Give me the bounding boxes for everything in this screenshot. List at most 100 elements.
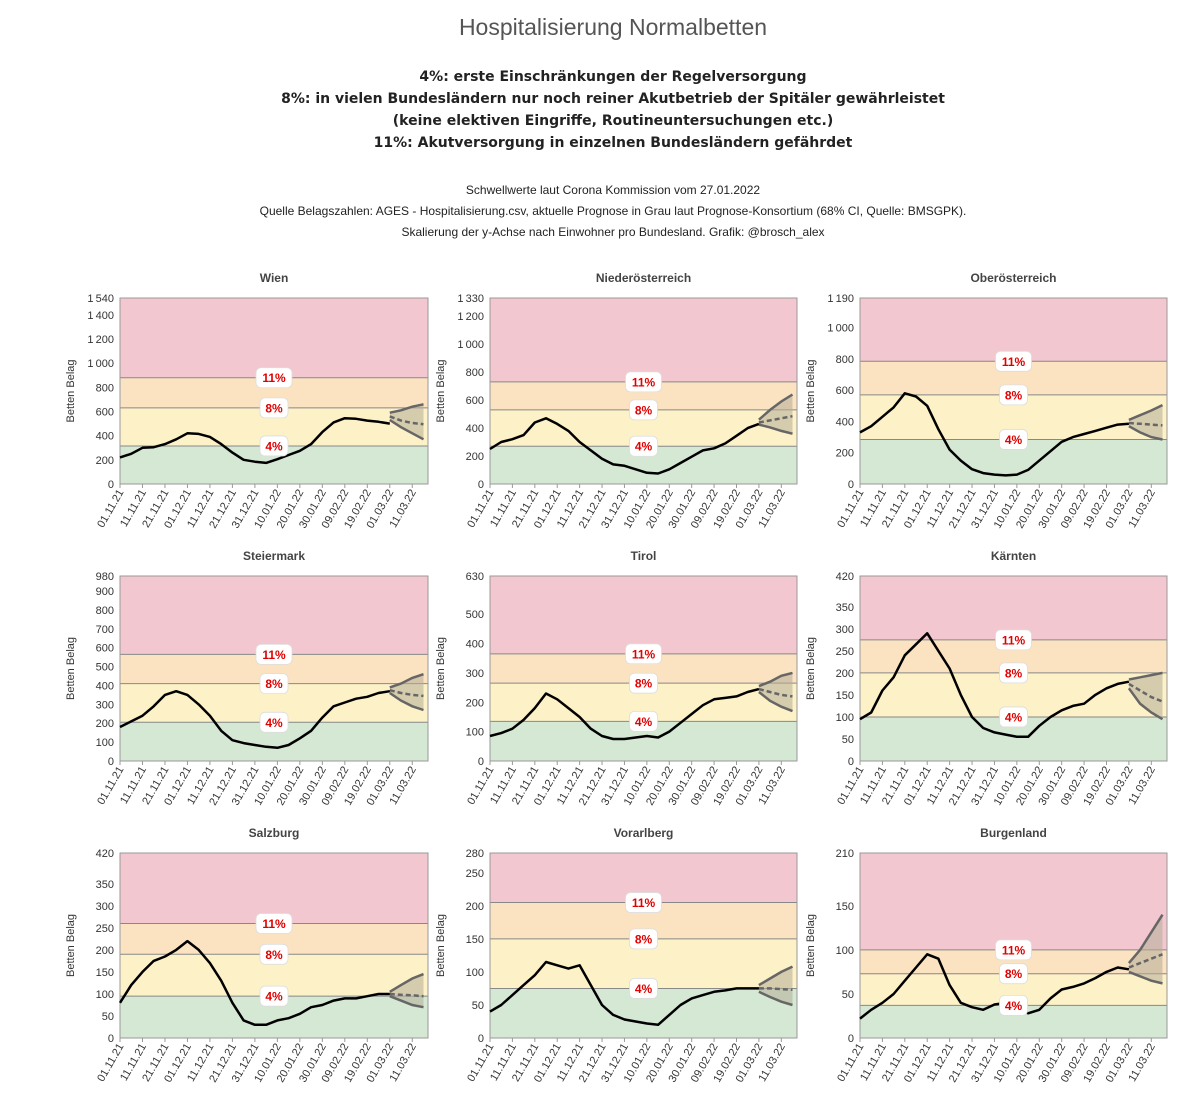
y-tick-label: 0: [848, 479, 854, 491]
panel-title: Steiermark: [243, 549, 305, 563]
forecast-band: [1128, 405, 1163, 440]
y-tick-label: 200: [836, 668, 854, 680]
note-line: (keine elektiven Eingriffe, Routineunter…: [392, 113, 834, 129]
forecast-bound-line: [758, 423, 793, 435]
y-tick-label: 0: [108, 756, 114, 768]
y-tick-label: 400: [466, 639, 484, 651]
threshold-label: 11%: [262, 648, 286, 662]
threshold-label: 4%: [1005, 710, 1023, 724]
forecast-mid-line: [758, 414, 793, 424]
forecast-bound-line: [1128, 425, 1163, 441]
y-tick-label: 0: [848, 756, 854, 768]
threshold-label: 8%: [265, 948, 283, 962]
forecast-mid-line: [758, 687, 793, 698]
threshold-zone: [860, 949, 1167, 974]
y-tick-label: 200: [466, 697, 484, 709]
threshold-zone: [860, 576, 1167, 640]
forecast-bound-line: [389, 673, 424, 689]
y-tick-label: 350: [96, 879, 114, 891]
y-tick-label: 50: [842, 989, 854, 1001]
y-axis-label: Betten Belag: [65, 360, 77, 423]
forecast-bound-line: [758, 691, 793, 713]
threshold-notes: 4%: erste Einschränkungen der Regelverso…: [0, 66, 1200, 154]
threshold-badge: [629, 710, 658, 732]
y-tick-label: 1 400: [87, 310, 114, 322]
plot-frame: [119, 852, 429, 1039]
threshold-label: 8%: [265, 677, 283, 691]
threshold-badge: [625, 892, 662, 913]
y-tick-label: 150: [836, 690, 854, 702]
y-tick-label: 100: [466, 967, 484, 979]
forecast-bound-line: [758, 393, 794, 421]
threshold-zone: [120, 298, 428, 378]
forecast-mid-line: [1128, 682, 1163, 703]
y-tick-label: 250: [96, 923, 114, 935]
y-tick-label: 280: [466, 848, 484, 860]
forecast-mid-line: [389, 992, 424, 998]
threshold-label: 4%: [265, 716, 283, 730]
threshold-badge: [259, 673, 289, 695]
plot-frame: [859, 575, 1168, 762]
forecast-band: [389, 674, 424, 710]
panel-title: Salzburg: [249, 826, 300, 840]
y-tick-label: 420: [96, 848, 114, 860]
threshold-label: 11%: [262, 917, 286, 931]
y-tick-label: 700: [96, 624, 114, 636]
chart-panel: Steiermark 0 100 200 300 400 500 600 700 800 900 98…: [65, 549, 429, 808]
threshold-label: 4%: [265, 990, 283, 1004]
plot-frame: [119, 575, 429, 762]
threshold-label: 8%: [635, 932, 653, 946]
y-tick-label: 600: [96, 643, 114, 655]
plot-frame: [859, 297, 1168, 485]
y-tick-label: 1 000: [827, 323, 854, 335]
threshold-label: 4%: [1005, 433, 1023, 447]
y-tick-label: 200: [96, 718, 114, 730]
y-tick-label: 250: [836, 646, 854, 658]
forecast-mid-line: [1128, 953, 1163, 969]
y-tick-label: 600: [466, 395, 484, 407]
y-tick-label: 150: [836, 901, 854, 913]
forecast-mid-line: [389, 688, 424, 698]
y-tick-label: 0: [478, 756, 484, 768]
panel-title: Niederösterreich: [596, 271, 691, 285]
y-tick-label: 100: [466, 727, 484, 739]
forecast-bound-line: [389, 995, 424, 1009]
threshold-zone: [490, 576, 797, 654]
y-tick-label: 50: [472, 1000, 484, 1012]
threshold-label: 8%: [635, 403, 653, 417]
source-line: Skalierung der y-Achse nach Einwohner pr…: [401, 225, 825, 239]
threshold-badge: [255, 913, 293, 934]
y-tick-label: 1 540: [87, 293, 114, 305]
forecast-bound-line: [1128, 403, 1164, 422]
threshold-label: 11%: [632, 896, 656, 910]
y-tick-label: 200: [96, 455, 114, 467]
occupancy-line: [118, 939, 390, 1027]
forecast-bound-line: [1128, 671, 1163, 681]
y-tick-label: 0: [478, 479, 484, 491]
panel-title: Oberösterreich: [970, 271, 1056, 285]
panel-title: Kärnten: [991, 549, 1036, 563]
y-tick-label: 1 190: [827, 293, 854, 305]
y-tick-label: 200: [96, 945, 114, 957]
threshold-badge: [995, 629, 1032, 651]
y-tick-label: 800: [466, 367, 484, 379]
y-tick-label: 0: [478, 1033, 484, 1045]
threshold-badge: [629, 978, 658, 999]
y-tick-label: 300: [96, 699, 114, 711]
y-tick-label: 200: [466, 451, 484, 463]
threshold-badge: [999, 995, 1028, 1016]
y-tick-label: 200: [466, 901, 484, 913]
y-axis-label: Betten Belag: [65, 637, 77, 700]
y-tick-label: 1 000: [457, 339, 484, 351]
plot-frame: [859, 852, 1168, 1039]
occupancy-line: [859, 632, 1130, 739]
y-tick-label: 980: [96, 571, 114, 583]
threshold-label: 4%: [635, 982, 653, 996]
threshold-badge: [259, 985, 289, 1007]
threshold-label: 8%: [265, 401, 283, 415]
y-tick-label: 800: [96, 605, 114, 617]
y-axis-label: Betten Belag: [805, 637, 817, 700]
y-tick-label: 400: [466, 423, 484, 435]
y-tick-label: 150: [96, 967, 114, 979]
